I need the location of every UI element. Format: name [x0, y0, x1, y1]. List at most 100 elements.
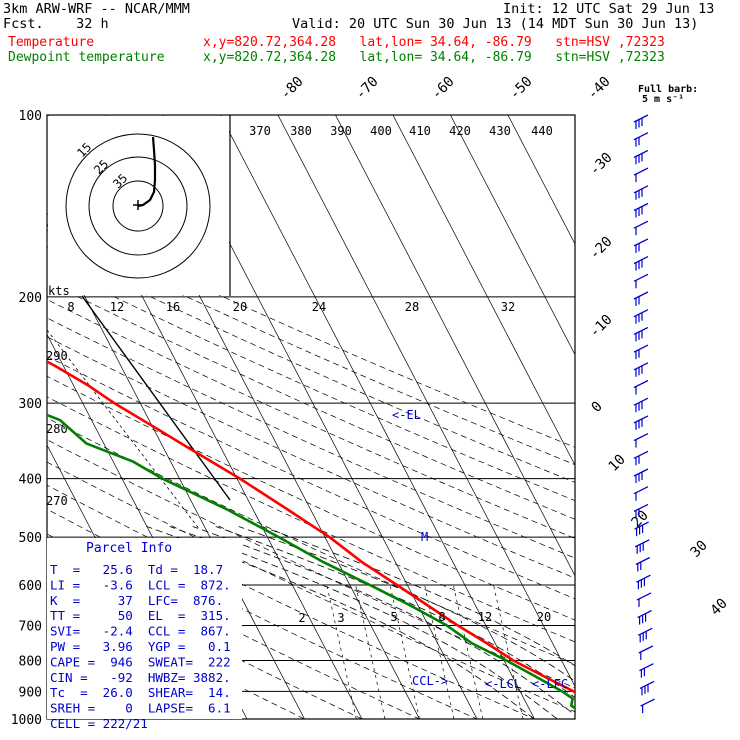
mixing-ratio-line: [326, 584, 357, 719]
wind-barb-staff: [633, 202, 649, 212]
mixing-ratio-line: [493, 584, 524, 719]
forecast-hour: Fcst. 32 h: [3, 16, 109, 32]
hodograph-upper-tick: 420: [449, 124, 471, 138]
wind-barb-staff: [637, 627, 653, 636]
parcel-info-line: LI = -3.6 LCL = 872.: [50, 577, 231, 592]
lfc-marker: <-LFC: [532, 677, 568, 691]
wind-barb-staff: [633, 309, 649, 318]
parcel-info-line: T = 25.6 Td = 18.7: [50, 562, 223, 577]
parcel-info-line: K = 37 LFC= 876.: [50, 593, 223, 608]
dry-adiabat-line: [47, 299, 575, 539]
wind-barb-staff: [638, 645, 654, 654]
dry-adiabat-line: [47, 375, 575, 621]
parcel-info-line: TT = 50 EL = 315.: [50, 608, 231, 623]
hodograph-left-tick: 280: [46, 422, 68, 436]
dewpoint-legend: Dewpoint temperature: [8, 50, 165, 65]
wind-barb-staff: [633, 450, 649, 459]
hodograph-ring: [88, 156, 188, 256]
parcel-info-line: PW = 3.96 YGP = 0.1: [50, 639, 231, 654]
moist-adiabat-line: [146, 526, 536, 719]
parcel-info-line: CIN = -92 HWBZ= 3882.: [50, 670, 231, 685]
wind-barb-staff: [633, 132, 649, 141]
init-time: Init: 12 UTC Sat 29 Jun 13: [503, 1, 715, 17]
isotherm-line: [47, 223, 305, 719]
dry-adiabat-line: [47, 246, 575, 483]
hodograph-lower-tick: 8: [67, 300, 74, 314]
wind-barb-staff: [636, 574, 651, 583]
isotherm-tick-label: 30: [688, 538, 711, 561]
hodograph-trace: [137, 136, 157, 208]
lcl-marker: <-LCL: [485, 677, 521, 691]
isotherm-tick-label: -40: [585, 74, 614, 103]
dry-adiabat-line: [47, 213, 575, 448]
temperature-legend: Temperature: [8, 35, 95, 50]
hodograph-lower-tick: 12: [110, 300, 124, 314]
wind-barb-staff: [633, 415, 649, 424]
mixing-ratio-label: 20: [537, 610, 551, 624]
wind-barb-staff: [640, 698, 655, 707]
isotherm-tick-label: -60: [429, 74, 458, 103]
wind-barb-staff: [633, 362, 649, 371]
plot-frame: [46, 114, 576, 720]
wind-barb-staff: [639, 680, 655, 689]
moist-adiabat-line: [238, 526, 575, 682]
pressure-tick-label: 700: [19, 619, 42, 634]
dewpoint-profile-line: [47, 413, 575, 710]
mixing-ratio-label: 8: [438, 610, 445, 624]
wind-barb-staff: [633, 326, 649, 335]
wind-barb-staff: [633, 468, 649, 477]
pressure-tick-label: 900: [19, 685, 42, 700]
isotherm-line: [277, 115, 575, 688]
hodograph-ring: [65, 133, 211, 279]
parcel-info-line: SVI= -2.4 CCL = 867.: [50, 624, 231, 639]
pressure-tick-label: 200: [19, 291, 42, 306]
wind-barb-staff: [633, 433, 649, 442]
isotherm-tick-label: -50: [507, 74, 536, 103]
hodograph-units-label: kts: [48, 284, 70, 298]
isotherm-tick-label: -30: [587, 150, 616, 179]
mixing-ratio-line: [452, 584, 484, 719]
wind-barb-staff: [633, 273, 649, 282]
barb-key-units: 5 m s⁻¹: [642, 94, 685, 105]
parcel-info-line: Tc = 26.0 SHEAR= 14.: [50, 685, 231, 700]
dry-adiabat-line: [47, 417, 575, 665]
isotherm-tick-label: 0: [589, 399, 606, 416]
moist-adiabat-line: [215, 526, 575, 699]
wind-barb-staff: [634, 521, 649, 530]
isotherm-line: [392, 115, 575, 466]
isotherm-line: [220, 115, 535, 719]
hodograph-upper-tick: 410: [409, 124, 431, 138]
wind-barb-staff: [634, 539, 650, 548]
wind-barb-staff: [636, 592, 652, 601]
hodograph-upper-tick: 380: [290, 124, 312, 138]
hodograph-left-tick: 270: [46, 494, 68, 508]
isotherm-tick-label: -10: [587, 312, 616, 341]
dry-adiabat-line: [47, 396, 575, 643]
pressure-tick-label: 500: [19, 531, 42, 546]
pressure-tick-label: 300: [19, 397, 42, 412]
moist-adiabat-line: [169, 526, 559, 719]
pressure-tick-label: 600: [19, 579, 42, 594]
m-marker: M: [421, 530, 428, 544]
isotherm-line: [0, 115, 24, 732]
isotherm-line: [450, 115, 575, 356]
hodograph-lower-tick: 32: [501, 300, 515, 314]
wind-barb-staff: [633, 256, 649, 265]
isotherm-tick-label: -20: [587, 234, 616, 263]
parcel-info-box: [47, 538, 242, 719]
el-marker: <-EL: [392, 408, 421, 422]
wind-barb-staff: [633, 397, 649, 406]
hodograph-upper-tick: 390: [330, 124, 352, 138]
hodograph-lower-tick: 20: [233, 300, 247, 314]
hodograph-lower-tick: 28: [405, 300, 419, 314]
wind-barb-staff: [633, 167, 649, 176]
isotherm-tick-label: 10: [606, 452, 629, 475]
parcel-info-title: Parcel Info: [86, 541, 172, 556]
dry-adiabat-line: [47, 439, 575, 689]
wind-barb-staff: [633, 291, 649, 300]
moist-adiabat-line: [192, 526, 575, 716]
parcel-info-line: CAPE = 946 SWEAT= 222: [50, 654, 231, 669]
barb-key-title: Full barb:: [638, 84, 699, 95]
hodograph-ring: [112, 180, 164, 232]
